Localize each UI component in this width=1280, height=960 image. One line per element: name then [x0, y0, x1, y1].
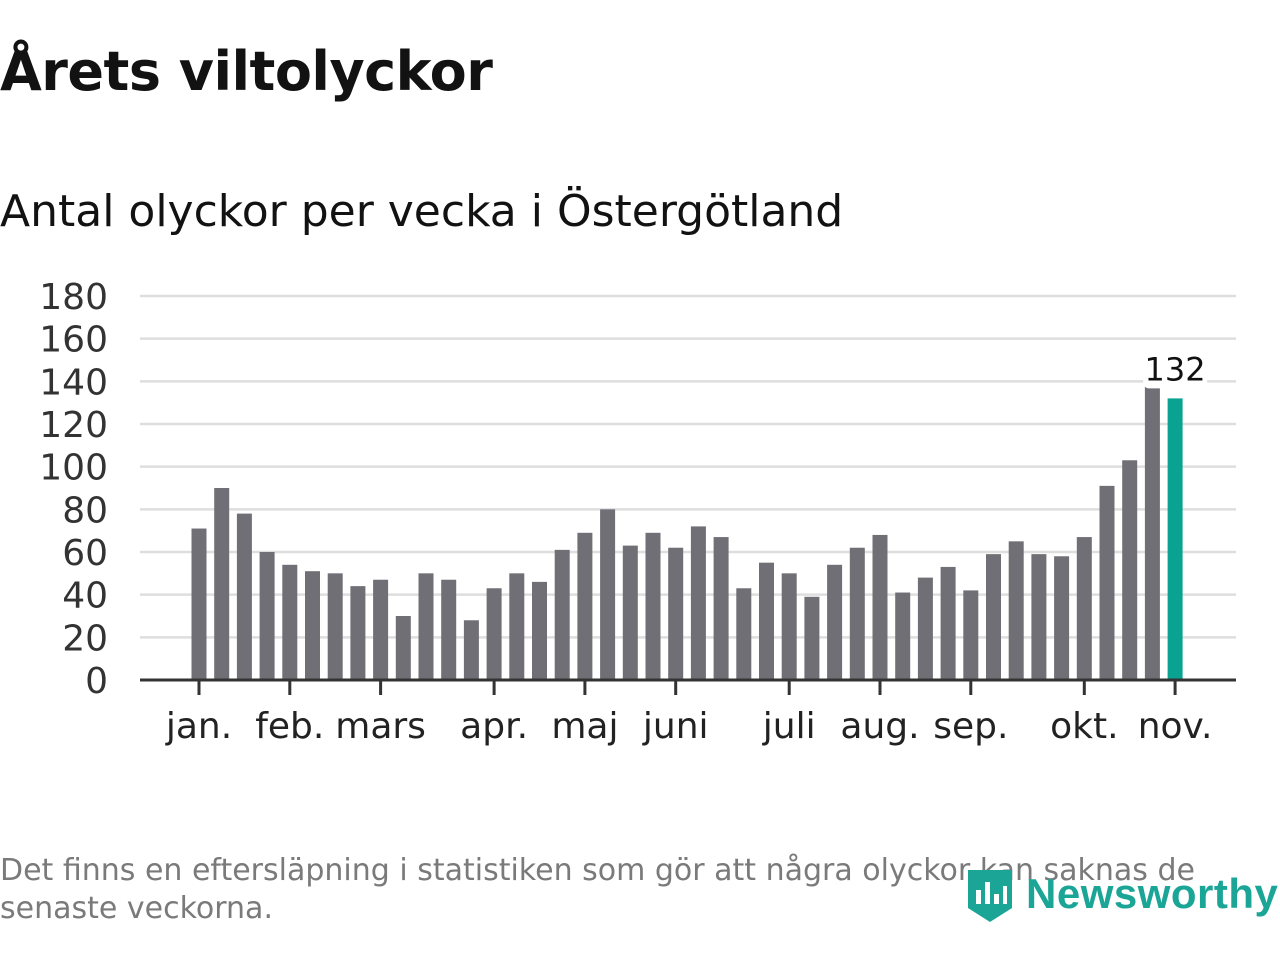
bar	[690, 526, 706, 680]
bar	[736, 588, 752, 680]
y-tick-label: 120	[39, 405, 108, 446]
bar	[259, 552, 275, 680]
gridlines	[140, 294, 1236, 639]
data-label: 132	[1145, 350, 1206, 388]
x-tick-label: okt.	[1050, 706, 1118, 747]
bar	[282, 564, 298, 680]
y-tick-label: 0	[85, 661, 108, 702]
x-tick-label: apr.	[460, 706, 528, 747]
bar	[1122, 460, 1138, 680]
bar	[986, 554, 1001, 680]
bar	[1031, 554, 1047, 680]
bar	[486, 588, 502, 680]
bar	[373, 579, 389, 680]
bar	[827, 564, 843, 680]
x-tick-label: maj	[551, 706, 618, 747]
bar	[214, 488, 230, 680]
chart-title: Årets viltolyckor	[0, 40, 493, 103]
y-tick-label: 180	[39, 277, 108, 318]
brand-name: Newsworthy	[1026, 870, 1279, 917]
bar	[781, 573, 797, 680]
bar	[1076, 537, 1092, 680]
bar	[327, 573, 343, 680]
bar	[804, 596, 820, 680]
bar	[645, 532, 661, 680]
bar	[350, 586, 366, 680]
y-tick-label: 100	[39, 448, 108, 489]
bar	[600, 509, 616, 680]
bar	[236, 513, 252, 680]
bar	[532, 581, 547, 680]
bar-highlight	[1167, 398, 1183, 680]
bar	[418, 573, 434, 680]
x-tick-label: feb.	[255, 706, 324, 747]
y-tick-label: 140	[39, 362, 108, 403]
bar	[668, 547, 684, 680]
bar	[509, 573, 525, 680]
bar	[1099, 485, 1115, 680]
y-tick-label: 160	[39, 320, 108, 361]
y-tick-label: 80	[62, 490, 108, 531]
x-tick-label: sep.	[933, 706, 1008, 747]
bar	[1054, 556, 1070, 680]
x-tick-label: juli	[762, 706, 816, 747]
bar	[191, 528, 207, 680]
bar	[463, 620, 479, 680]
bars	[191, 364, 1183, 680]
newsworthy-logo-icon	[968, 870, 1012, 922]
x-axis: jan. feb. mars apr. maj juni juli aug. sep. okt. n…	[140, 678, 1236, 747]
bar	[872, 534, 888, 680]
x-tick-label: aug.	[840, 706, 919, 747]
x-tick-label: jan.	[165, 706, 232, 747]
bar	[1144, 364, 1160, 680]
bar	[759, 562, 774, 680]
bar	[395, 616, 411, 680]
bar	[305, 571, 320, 680]
x-tick-label: mars	[335, 706, 426, 747]
bar	[441, 579, 457, 680]
bar	[917, 577, 933, 680]
chart-subtitle: Antal olyckor per vecka i Östergötland	[0, 186, 844, 237]
x-tick-label: juni	[642, 706, 709, 747]
y-tick-label: 40	[62, 576, 108, 617]
bar	[713, 537, 729, 680]
bar	[963, 590, 979, 680]
y-tick-label: 20	[62, 618, 108, 659]
bar	[622, 545, 638, 680]
bar	[895, 592, 911, 680]
y-tick-label: 60	[62, 533, 108, 574]
brand-logo: Newsworthy	[964, 864, 1278, 924]
bar	[849, 547, 865, 680]
x-tick-label: nov.	[1138, 706, 1213, 747]
data-labels: 132	[1143, 348, 1208, 389]
bar	[577, 532, 593, 680]
bar	[940, 566, 956, 680]
bar	[1008, 541, 1024, 680]
bar	[554, 549, 570, 680]
data-label-background	[1143, 348, 1208, 389]
